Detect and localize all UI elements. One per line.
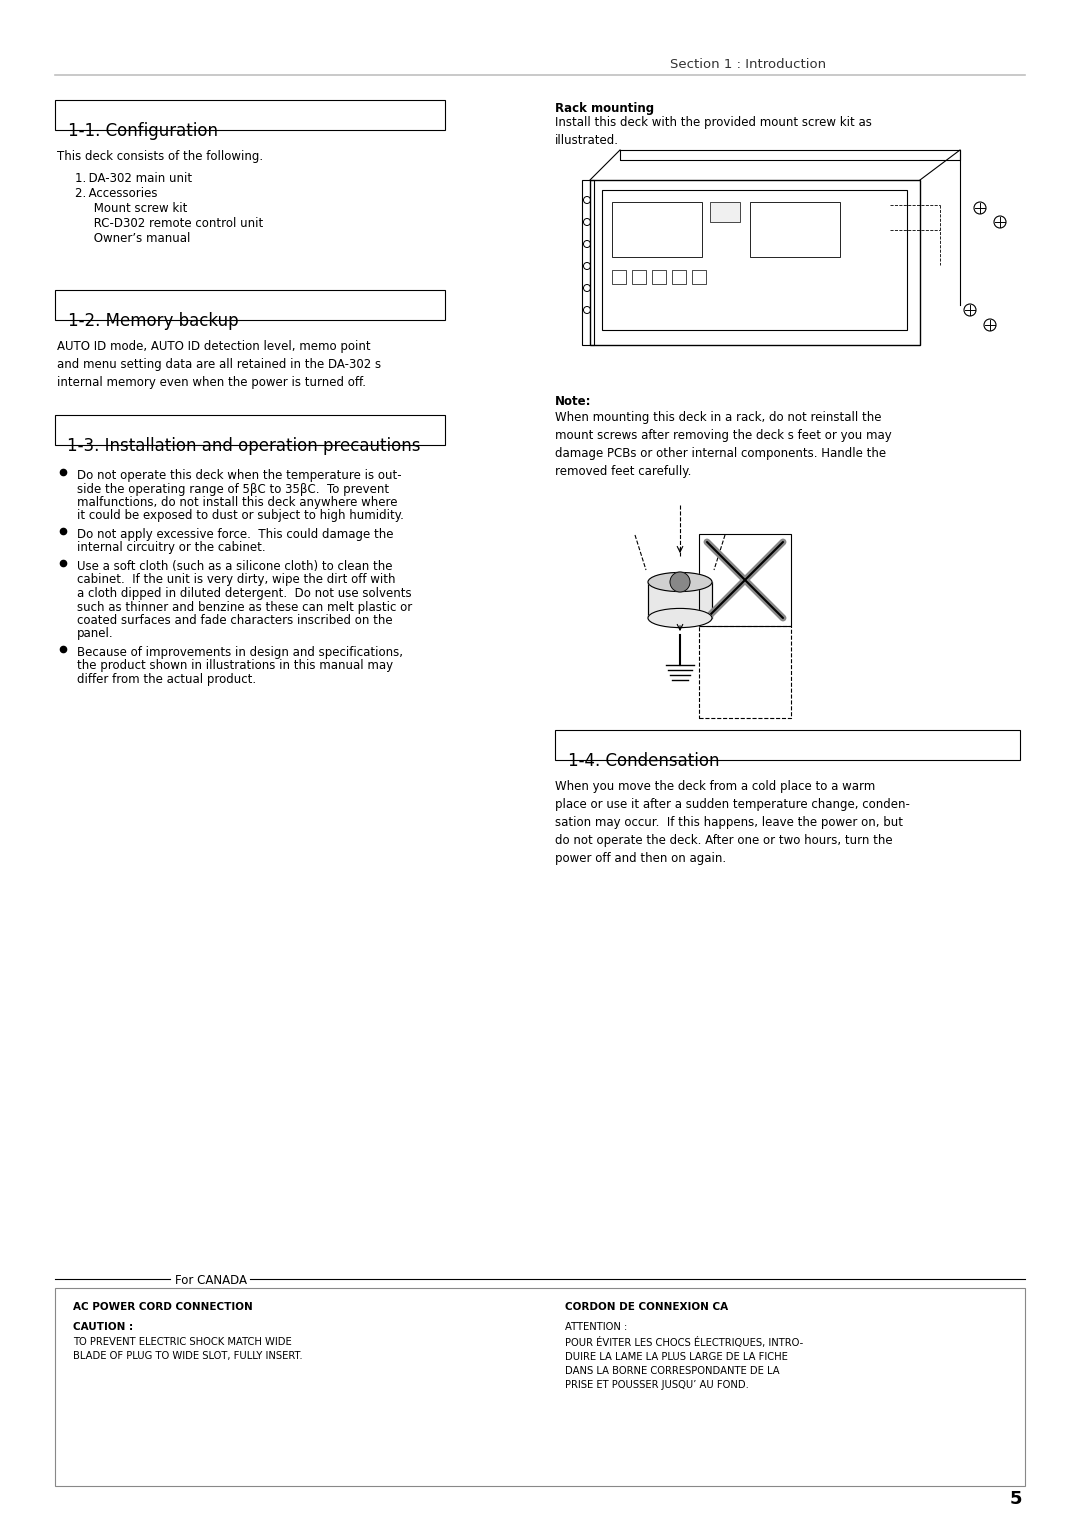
Text: Rack mounting: Rack mounting [555, 102, 654, 115]
Bar [632, 270, 646, 284]
Text: cabinet.  If the unit is very dirty, wipe the dirt off with: cabinet. If the unit is very dirty, wipe… [77, 573, 395, 587]
Text: Because of improvements in design and specifications,: Because of improvements in design and sp… [77, 646, 403, 659]
Bar [55, 290, 445, 319]
Text: RC-D302 remote control unit: RC-D302 remote control unit [75, 217, 264, 231]
Text: such as thinner and benzine as these can melt plastic or: such as thinner and benzine as these can… [77, 601, 413, 614]
Text: 1. DA-302 main unit: 1. DA-302 main unit [75, 173, 192, 185]
Text: TO PREVENT ELECTRIC SHOCK MATCH WIDE
BLADE OF PLUG TO WIDE SLOT, FULLY INSERT.: TO PREVENT ELECTRIC SHOCK MATCH WIDE BLA… [73, 1337, 302, 1361]
Text: When mounting this deck in a rack, do not reinstall the
mount screws after remov: When mounting this deck in a rack, do no… [555, 411, 892, 478]
Bar [692, 270, 706, 284]
Circle shape [670, 571, 690, 591]
Bar [55, 1288, 1025, 1487]
Text: 5: 5 [1010, 1490, 1023, 1508]
Bar [612, 202, 702, 257]
Text: AUTO ID mode, AUTO ID detection level, memo point
and menu setting data are all : AUTO ID mode, AUTO ID detection level, m… [57, 341, 381, 390]
Text: AC POWER CORD CONNECTION: AC POWER CORD CONNECTION [73, 1302, 253, 1313]
Ellipse shape [648, 573, 712, 591]
Text: 1-2. Memory backup: 1-2. Memory backup [68, 312, 239, 330]
Text: Install this deck with the provided mount screw kit as
illustrated.: Install this deck with the provided moun… [555, 116, 872, 147]
Text: CAUTION :: CAUTION : [73, 1322, 133, 1332]
Bar [648, 582, 712, 617]
Bar [699, 626, 791, 718]
Text: Note:: Note: [555, 396, 592, 408]
Text: ATTENTION :: ATTENTION : [565, 1322, 627, 1332]
Bar [602, 189, 907, 330]
Text: Mount screw kit: Mount screw kit [75, 202, 187, 215]
Text: internal circuitry or the cabinet.: internal circuitry or the cabinet. [77, 541, 266, 555]
Bar [555, 730, 1020, 759]
Bar [612, 270, 626, 284]
Text: Do not operate this deck when the temperature is out-: Do not operate this deck when the temper… [77, 469, 402, 481]
Bar [710, 202, 740, 222]
Text: For CANADA: For CANADA [175, 1274, 247, 1287]
Bar [55, 99, 445, 130]
Text: Section 1 : Introduction: Section 1 : Introduction [670, 58, 826, 70]
Text: When you move the deck from a cold place to a warm
place or use it after a sudde: When you move the deck from a cold place… [555, 779, 909, 865]
Ellipse shape [648, 608, 712, 628]
Text: Do not apply excessive force.  This could damage the: Do not apply excessive force. This could… [77, 529, 393, 541]
Text: CORDON DE CONNEXION CA: CORDON DE CONNEXION CA [565, 1302, 728, 1313]
Bar [55, 416, 445, 445]
Text: differ from the actual product.: differ from the actual product. [77, 672, 256, 686]
Bar [590, 180, 920, 345]
Text: 2. Accessories: 2. Accessories [75, 186, 158, 200]
Text: the product shown in illustrations in this manual may: the product shown in illustrations in th… [77, 660, 393, 672]
Bar [672, 270, 686, 284]
Bar [652, 270, 666, 284]
Bar [699, 533, 791, 626]
Text: panel.: panel. [77, 628, 113, 640]
Text: side the operating range of 5βC to 35βC.  To prevent: side the operating range of 5βC to 35βC.… [77, 483, 389, 495]
Text: 1-3. Installation and operation precautions: 1-3. Installation and operation precauti… [67, 437, 420, 455]
Text: 1-1. Configuration: 1-1. Configuration [68, 122, 218, 141]
Text: a cloth dipped in diluted detergent.  Do not use solvents: a cloth dipped in diluted detergent. Do … [77, 587, 411, 601]
Text: it could be exposed to dust or subject to high humidity.: it could be exposed to dust or subject t… [77, 509, 404, 523]
Text: This deck consists of the following.: This deck consists of the following. [57, 150, 264, 163]
Text: coated surfaces and fade characters inscribed on the: coated surfaces and fade characters insc… [77, 614, 393, 626]
Bar [750, 202, 840, 257]
Text: Use a soft cloth (such as a silicone cloth) to clean the: Use a soft cloth (such as a silicone clo… [77, 559, 392, 573]
Bar [582, 180, 594, 345]
Text: malfunctions, do not install this deck anywhere where: malfunctions, do not install this deck a… [77, 497, 397, 509]
Text: 1-4. Condensation: 1-4. Condensation [568, 752, 719, 770]
Text: Owner’s manual: Owner’s manual [75, 232, 190, 244]
Text: POUR ÉVITER LES CHOCS ÉLECTRIQUES, INTRO-
DUIRE LA LAME LA PLUS LARGE DE LA FICH: POUR ÉVITER LES CHOCS ÉLECTRIQUES, INTRO… [565, 1337, 804, 1390]
